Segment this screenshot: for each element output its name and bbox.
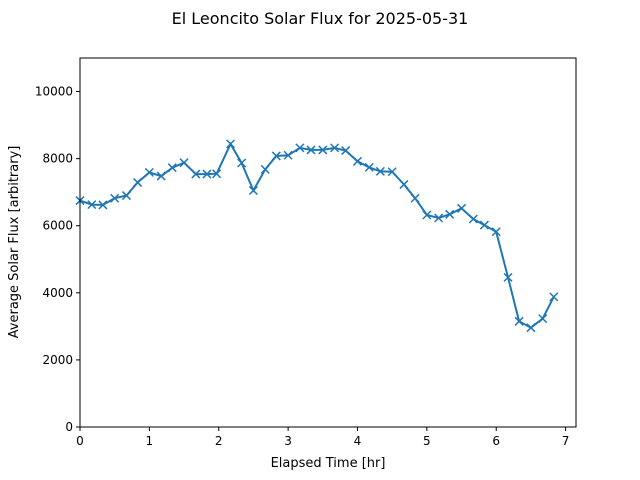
data-point-marker: [457, 203, 467, 213]
data-point-marker: [468, 214, 478, 224]
plot-frame: [79, 57, 577, 428]
data-point-marker: [549, 292, 559, 302]
x-tick-label: 5: [423, 434, 431, 448]
data-point-marker: [121, 191, 132, 201]
x-tick-label: 6: [492, 434, 500, 448]
data-point-marker: [179, 158, 189, 168]
data-point-marker: [526, 323, 536, 333]
chart-title: El Leoncito Solar Flux for 2025-05-31: [172, 9, 469, 28]
data-point-marker: [330, 143, 340, 153]
data-point-marker: [110, 193, 120, 203]
data-point-marker: [283, 150, 293, 160]
data-point-marker: [410, 193, 420, 203]
x-tick-label: 1: [146, 434, 154, 448]
x-tick-label: 0: [76, 434, 84, 448]
data-point-marker: [341, 146, 351, 156]
data-point-marker: [167, 163, 177, 173]
data-point-marker: [375, 166, 385, 176]
x-tick-label: 3: [284, 434, 292, 448]
data-point-marker: [226, 139, 236, 149]
data-point-marker: [202, 169, 212, 179]
data-point-marker: [445, 209, 455, 219]
data-point-marker: [295, 143, 305, 153]
data-point-marker: [156, 171, 166, 181]
y-tick-label: 2000: [42, 353, 73, 367]
data-point-marker: [318, 145, 328, 155]
data-point-marker: [98, 200, 108, 210]
y-axis: 0 2000 4000 6000 8000 10000: [35, 85, 80, 434]
data-point-marker: [538, 314, 548, 324]
data-point-marker: [212, 169, 222, 179]
y-tick-label: 0: [65, 420, 73, 434]
data-point-marker: [491, 227, 501, 237]
data-point-marker: [248, 185, 258, 196]
data-point-marker: [133, 177, 143, 187]
plot-area: 0 2000 4000 6000 8000 10000 0 1 2 3 4 5 6 7: [35, 57, 577, 448]
y-tick-label: 10000: [35, 85, 73, 99]
data-point-marker: [144, 167, 154, 177]
x-tick-label: 2: [215, 434, 223, 448]
data-point-marker: [503, 272, 513, 282]
data-point-marker: [191, 169, 201, 179]
data-point-marker: [271, 151, 281, 161]
data-point-marker: [237, 158, 247, 168]
data-point-marker: [352, 156, 363, 166]
x-axis-label: Elapsed Time [hr]: [271, 456, 386, 471]
data-point-marker: [364, 162, 374, 172]
series-markers: [75, 139, 559, 333]
data-point-marker: [422, 210, 432, 220]
data-point-marker: [260, 164, 270, 174]
data-point-marker: [479, 220, 489, 230]
y-tick-label: 4000: [42, 286, 73, 300]
x-tick-label: 4: [354, 434, 362, 448]
data-point-marker: [514, 316, 524, 326]
data-point-marker: [87, 200, 97, 210]
x-tick-label: 7: [562, 434, 570, 448]
data-point-marker: [399, 179, 409, 189]
data-point-marker: [306, 145, 316, 155]
x-axis: 0 1 2 3 4 5 6 7: [76, 427, 569, 448]
data-point-marker: [434, 213, 444, 223]
y-tick-label: 6000: [42, 219, 73, 233]
y-tick-label: 8000: [42, 152, 73, 166]
data-point-marker: [387, 167, 397, 177]
y-axis-label: Average Solar Flux [arbitrary]: [7, 146, 22, 339]
